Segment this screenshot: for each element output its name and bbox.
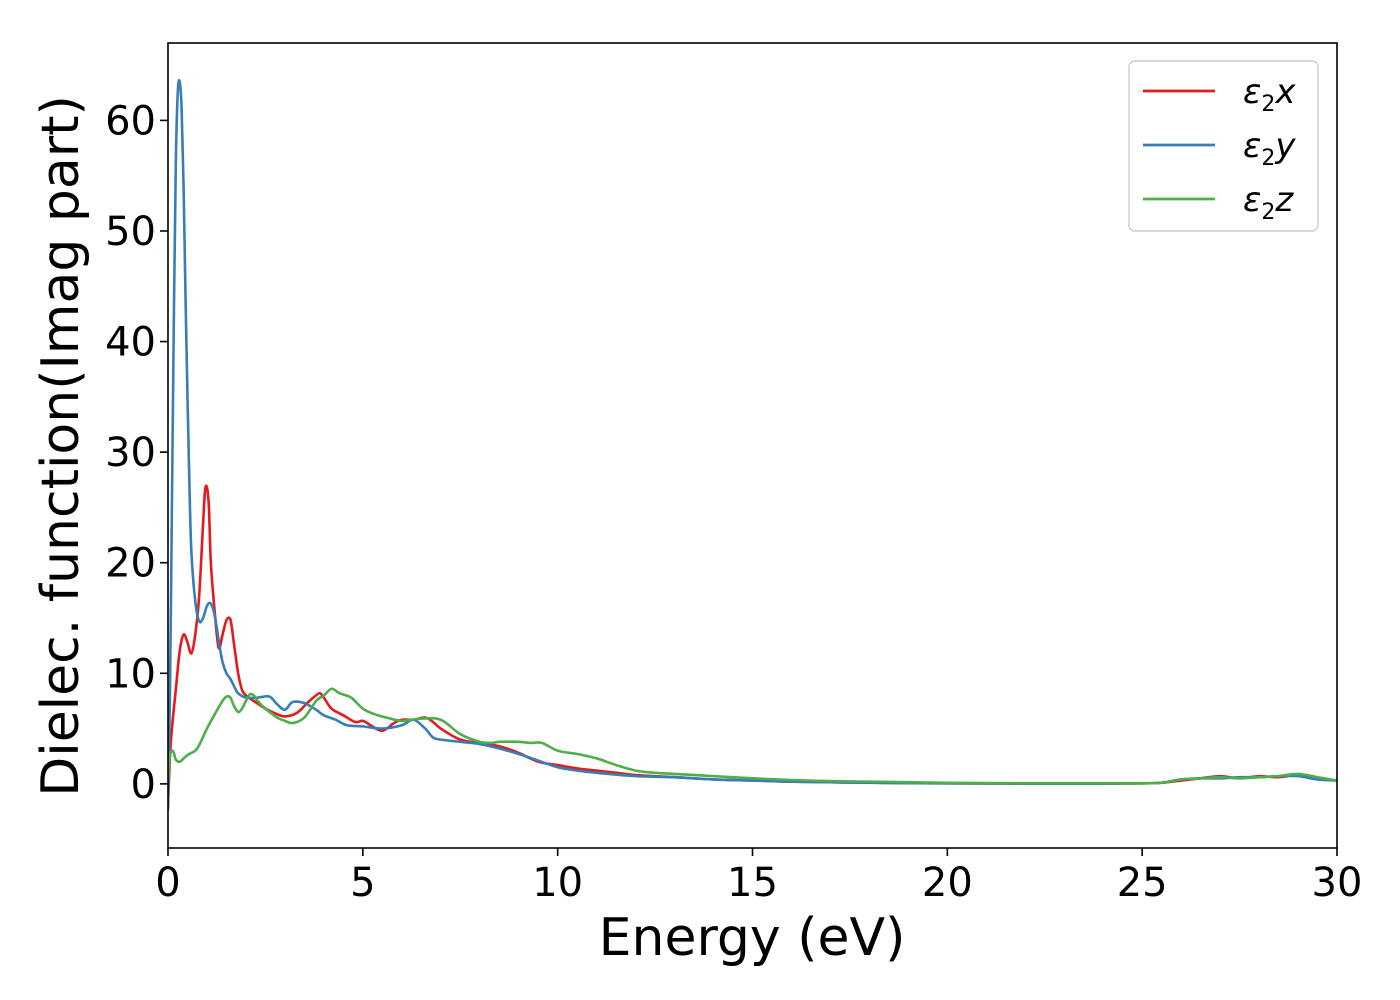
x-axis-label: Energy (eV)	[599, 908, 906, 968]
series-line-3	[168, 687, 1337, 785]
x-tick-label: 10	[532, 860, 583, 906]
y-tick-label: 50	[105, 209, 156, 255]
y-tick-label: 60	[105, 98, 156, 144]
x-axis: 0 5 10 15 20 25 30	[155, 848, 1362, 906]
legend-label-1: ε2x	[1243, 72, 1296, 117]
x-tick-label: 15	[727, 860, 778, 906]
legend-label-2: ε2y	[1243, 126, 1296, 171]
legend: ε2x ε2y ε2z	[1128, 60, 1319, 232]
y-tick-label: 30	[105, 430, 156, 476]
x-tick-label: 30	[1312, 860, 1363, 906]
series-layer	[168, 79, 1337, 811]
x-tick-label: 25	[1117, 860, 1168, 906]
y-axis: 0 10 20 30 40 50 60	[105, 98, 168, 808]
y-tick-label: 40	[105, 320, 156, 366]
x-tick-label: 0	[155, 860, 180, 906]
y-tick-label: 10	[105, 651, 156, 697]
x-tick-label: 5	[350, 860, 375, 906]
legend-box	[1128, 60, 1319, 232]
legend-label-3: ε2z	[1243, 180, 1294, 225]
series-line-1	[168, 484, 1337, 808]
y-axis-label: Dielec. function(Imag part)	[31, 95, 91, 797]
y-tick-label: 20	[105, 541, 156, 587]
y-tick-label: 0	[131, 762, 156, 808]
x-tick-label: 20	[922, 860, 973, 906]
